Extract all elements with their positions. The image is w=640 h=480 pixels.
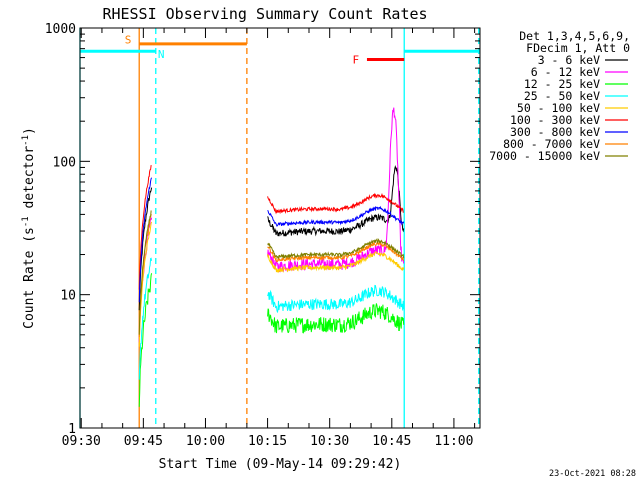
legend-entry-label: 25 - 50 keV [524, 89, 600, 103]
x-tick-label: 10:30 [310, 434, 349, 449]
x-tick-label: 09:30 [62, 434, 101, 449]
series-line [138, 221, 153, 347]
x-tick-label: 11:00 [434, 434, 473, 449]
y-tick-label: 100 [53, 155, 76, 170]
series-line [138, 177, 153, 303]
y-axis-label: Count Rate (s-1 detector-1) [21, 127, 37, 329]
series-line [267, 241, 405, 263]
legend-entry-label: 3 - 6 keV [538, 53, 600, 67]
plot-frame [79, 27, 481, 429]
legend-entry-label: 6 - 12 keV [531, 65, 600, 79]
bar-annotation: F [352, 54, 359, 67]
series-lines [138, 107, 405, 407]
legend-entry-label: 100 - 300 keV [510, 113, 600, 127]
series-line [267, 303, 405, 334]
status-bars: S N F [80, 33, 480, 67]
x-tick-label: 10:15 [248, 434, 287, 449]
x-tick-label: 10:00 [186, 434, 225, 449]
footer-timestamp: 23-Oct-2021 08:28 [549, 469, 636, 479]
x-tick-label: 09:45 [124, 434, 163, 449]
bar-annotation: N [158, 48, 165, 61]
series-line [138, 210, 152, 335]
series-line [138, 257, 153, 380]
series-line [267, 107, 405, 273]
series-line [267, 237, 405, 260]
series-line [138, 273, 153, 407]
axes: 1 10 100 1000 09:30 09:45 10:00 10:15 10:30 10:45… [45, 22, 480, 449]
legend: Det 1,3,4,5,6,9, FDecim 1, Att 0 3 - 6 k… [489, 29, 630, 163]
legend-header-line-2: FDecim 1, Att 0 [526, 41, 630, 55]
chart-title: RHESSI Observing Summary Count Rates [102, 5, 427, 23]
legend-entry-label: 300 - 800 keV [510, 125, 600, 139]
legend-entry-label: 800 - 7000 keV [503, 137, 600, 151]
series-line [267, 192, 404, 215]
y-tick-label: 10 [60, 289, 76, 304]
series-line [267, 251, 405, 274]
x-tick-label: 10:45 [372, 434, 411, 449]
y-tick-label: 1 [68, 422, 76, 437]
legend-entry-label: 12 - 25 keV [524, 77, 600, 91]
bar-annotation: S [125, 33, 132, 46]
y-tick-label: 1000 [45, 22, 76, 37]
series-line [138, 165, 152, 290]
series-line [267, 165, 405, 237]
series-line [138, 217, 153, 343]
legend-entry-label: 7000 - 15000 keV [489, 149, 600, 163]
x-axis-label: Start Time (09-May-14 09:29:42) [159, 457, 402, 472]
series-line [267, 284, 405, 314]
legend-entry-label: 50 - 100 keV [517, 101, 600, 115]
series-line [267, 205, 405, 227]
legend-header-line-1: Det 1,3,4,5,6,9, [519, 29, 630, 43]
